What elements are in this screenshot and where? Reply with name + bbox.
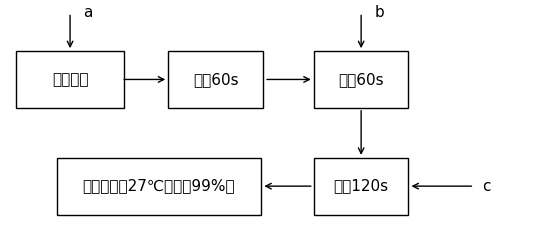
Bar xyxy=(168,51,263,108)
Text: b: b xyxy=(375,5,384,20)
Bar xyxy=(314,158,409,215)
Text: c: c xyxy=(482,179,491,194)
Text: 混合放入: 混合放入 xyxy=(52,72,88,87)
Text: 搅拌120s: 搅拌120s xyxy=(334,179,389,194)
Text: 养护（温度27℃，湿度99%）: 养护（温度27℃，湿度99%） xyxy=(82,179,236,194)
Bar xyxy=(314,51,409,108)
Text: 搅拌60s: 搅拌60s xyxy=(338,72,384,87)
Bar xyxy=(57,158,261,215)
Text: 振荡60s: 振荡60s xyxy=(193,72,238,87)
Text: a: a xyxy=(84,5,93,20)
Bar xyxy=(16,51,124,108)
